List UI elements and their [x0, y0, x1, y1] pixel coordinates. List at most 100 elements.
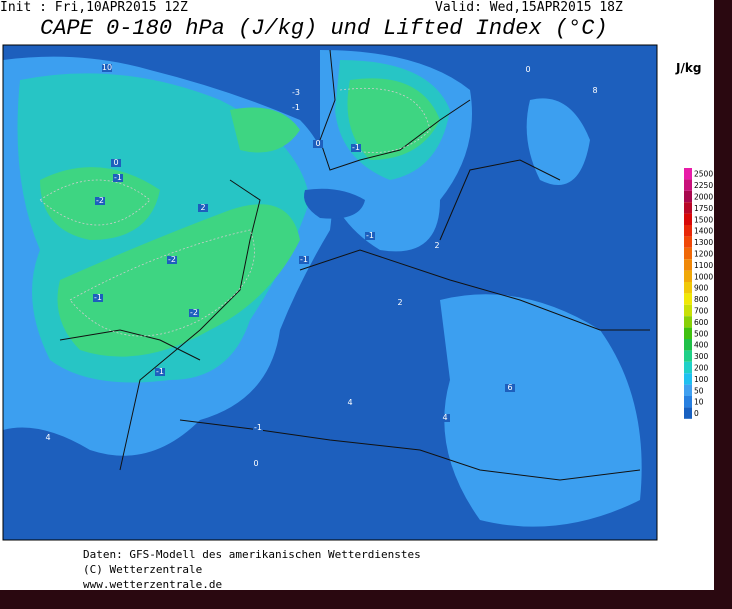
- colorbar-label: 10: [694, 398, 704, 407]
- contour-label: 10: [102, 63, 112, 72]
- colorbar-swatch: [684, 407, 692, 419]
- colorbar-unit: J/kg: [675, 61, 701, 75]
- colorbar-label: 800: [694, 295, 709, 304]
- colorbar-label: 1300: [694, 238, 713, 247]
- colorbar-swatch: [684, 270, 692, 282]
- label-box: [395, 299, 405, 307]
- colorbar-swatch: [684, 282, 692, 294]
- label-box: [291, 89, 301, 97]
- label-box: [198, 204, 208, 212]
- label-box: [590, 87, 600, 95]
- contour-label: -1: [156, 367, 164, 376]
- contour-label: -3: [292, 88, 300, 97]
- label-box: [167, 256, 177, 264]
- label-box: [505, 384, 515, 392]
- contour-label: 2: [397, 298, 402, 307]
- contour-label: -1: [300, 255, 308, 264]
- map-title: CAPE 0-180 hPa (J/kg) und Lifted Index (…: [40, 16, 608, 41]
- label-box: [95, 197, 105, 205]
- label-box: [102, 64, 112, 72]
- colorbar-swatch: [684, 304, 692, 317]
- label-box: [43, 434, 53, 442]
- contour-label: 4: [45, 433, 50, 442]
- colorbar-swatch: [684, 236, 692, 248]
- label-box: [351, 144, 361, 152]
- contour-label: 0: [113, 158, 118, 167]
- colorbar-label: 1750: [694, 204, 713, 213]
- colorbar-label: 1500: [694, 215, 713, 224]
- colorbar-swatch: [684, 396, 692, 408]
- colorbar-swatch: [684, 190, 692, 203]
- contour-label: 8: [592, 86, 597, 95]
- colorbar-label: 100: [694, 375, 709, 384]
- colorbar-label: 700: [694, 307, 709, 316]
- colorbar-swatch: [684, 384, 692, 396]
- colorbar: 2500225020001750150014001300120011001000…: [684, 168, 713, 419]
- label-box: [93, 294, 103, 302]
- footer-source: Daten: GFS-Modell des amerikanischen Wet…: [83, 548, 421, 561]
- colorbar-swatch: [684, 213, 692, 225]
- border: [0, 590, 732, 609]
- li-contours: [39, 87, 431, 337]
- valid-time: Valid: Wed,15APR2015 18Z: [435, 0, 623, 15]
- colorbar-label: 400: [694, 341, 709, 350]
- colorbar-label: 1200: [694, 250, 713, 259]
- contour-label: 2: [200, 203, 205, 212]
- label-box: [313, 140, 323, 148]
- contour-label: 6: [507, 383, 512, 392]
- label-box: [365, 232, 375, 240]
- label-box: [251, 460, 261, 468]
- colorbar-swatch: [684, 293, 692, 305]
- contour-label: 4: [347, 398, 352, 407]
- sea: [304, 188, 365, 219]
- contour-labels: -2 -1 -1 0 -3 -1 -1 -1 -2 -2 -1 -1 0 2 2 4 4 6 8 10 -1 0 0 2 4: [43, 63, 600, 468]
- contour-label: 0: [315, 139, 320, 148]
- colorbar-label: 600: [694, 318, 709, 327]
- contour-label: -1: [254, 423, 262, 432]
- contour-label: 0: [253, 459, 258, 468]
- colorbar-swatch: [684, 179, 692, 191]
- contour-label: -2: [190, 308, 198, 317]
- label-box: [440, 414, 450, 422]
- label-box: [291, 104, 301, 112]
- colorbar-swatch: [684, 361, 692, 374]
- label-box: [432, 242, 442, 250]
- colorbar-label: 2500: [694, 170, 713, 179]
- colorbar-label: 1100: [694, 261, 713, 270]
- border: [714, 0, 732, 609]
- cape-area: [347, 78, 440, 160]
- contour-label: -2: [168, 255, 176, 264]
- colorbar-label: 2250: [694, 181, 713, 190]
- contour-label: -1: [292, 103, 300, 112]
- colorbar-swatch: [684, 259, 692, 271]
- colorbar-swatch: [684, 168, 692, 180]
- colorbar-label: 0: [694, 409, 699, 418]
- colorbar-label: 900: [694, 284, 709, 293]
- colorbar-swatch: [684, 350, 692, 362]
- cape-area: [526, 98, 590, 185]
- footer-copyright: (C) Wetterzentrale: [83, 563, 203, 576]
- contour-label: 2: [434, 241, 439, 250]
- colorbar-swatch: [684, 316, 692, 328]
- contour-label: -2: [96, 196, 104, 205]
- colorbar-swatch: [684, 202, 692, 214]
- colorbar-label: 1400: [694, 227, 713, 236]
- init-time: Init : Fri,10APR2015 12Z: [0, 0, 188, 15]
- label-box: [253, 424, 263, 432]
- label-box: [299, 256, 309, 264]
- colorbar-swatch: [684, 225, 692, 237]
- colorbar-swatch: [684, 373, 692, 385]
- contour-label: 4: [442, 413, 447, 422]
- colorbar-swatch: [684, 339, 692, 351]
- cape-area: [57, 204, 300, 357]
- colorbar-swatch: [684, 327, 692, 339]
- cape-area: [230, 107, 300, 153]
- contour-label: -1: [352, 143, 360, 152]
- label-box: [111, 159, 121, 167]
- label-box: [155, 368, 165, 376]
- contour-label: -1: [114, 173, 122, 182]
- colorbar-label: 50: [694, 386, 704, 395]
- footer-url: www.wetterzentrale.de: [83, 578, 223, 591]
- colorbar-label: 2000: [694, 193, 713, 202]
